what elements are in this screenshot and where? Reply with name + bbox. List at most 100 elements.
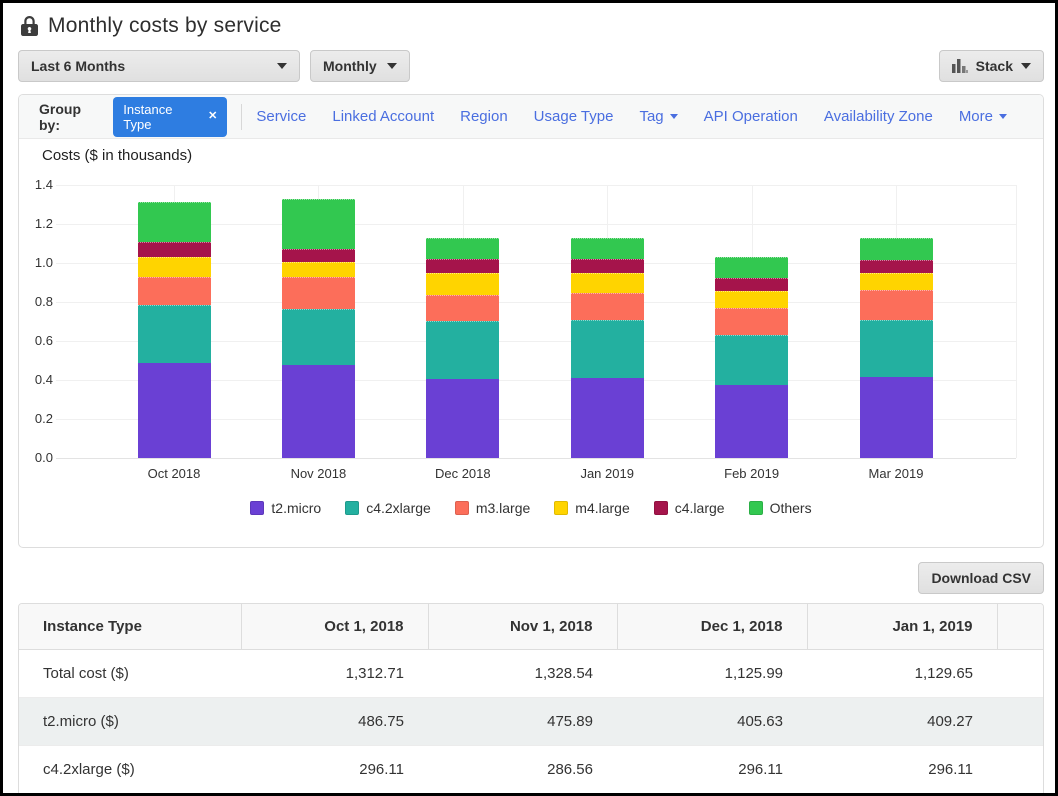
legend-swatch-icon xyxy=(250,501,264,515)
download-row: Download CSV xyxy=(18,562,1044,594)
bar-segment-m3-large xyxy=(426,295,499,321)
gridline xyxy=(1016,185,1017,458)
y-axis-tick-label: 0.6 xyxy=(19,333,53,348)
group-by-option-region[interactable]: Region xyxy=(460,108,508,125)
bar-segment-m4-large xyxy=(860,273,933,290)
y-axis-tick-label: 0.0 xyxy=(19,450,53,465)
bar-segment-others xyxy=(860,238,933,260)
active-filter-pill-instance-type[interactable]: Instance Type ✕ xyxy=(113,97,227,137)
group-by-option-label: More xyxy=(959,108,993,125)
legend-swatch-icon xyxy=(554,501,568,515)
stacked-bar-feb-2019 xyxy=(715,257,788,458)
group-by-option-label: Usage Type xyxy=(534,108,614,125)
bar-segment-m4-large xyxy=(282,262,355,277)
group-by-option-usage-type[interactable]: Usage Type xyxy=(534,108,614,125)
stacked-bar-dec-2018 xyxy=(426,238,499,458)
bar-segment-t2-micro xyxy=(426,379,499,458)
group-by-option-label: Region xyxy=(460,108,508,125)
cost-explorer-report: Monthly costs by service Last 6 Months M… xyxy=(0,0,1058,796)
bar-segment-m3-large xyxy=(282,277,355,310)
table-column-header: Instance Type xyxy=(19,604,241,649)
bar-segment-t2-micro xyxy=(571,378,644,458)
legend-item-others: Others xyxy=(749,500,812,516)
granularity-dropdown[interactable]: Monthly xyxy=(310,50,410,82)
chart-legend: t2.micro c4.2xlarge m3.large m4.large c4.lar… xyxy=(19,500,1043,516)
legend-label: c4.large xyxy=(675,500,725,516)
stacked-bar-chart-icon xyxy=(952,59,968,73)
table-row-t2-micro: t2.micro ($)486.75475.89405.63409.27 xyxy=(19,697,1044,745)
cost-value-cell: 409.27 xyxy=(807,697,997,745)
bar-segment-c4-2xlarge xyxy=(715,335,788,385)
cost-value-cell: 405.63 xyxy=(617,697,807,745)
cost-value-cell: 1,125.99 xyxy=(617,649,807,697)
group-by-option-label: Availability Zone xyxy=(824,108,933,125)
chevron-down-icon xyxy=(387,63,397,69)
legend-item-t2-micro: t2.micro xyxy=(250,500,321,516)
legend-swatch-icon xyxy=(749,501,763,515)
remove-filter-icon[interactable]: ✕ xyxy=(208,111,217,122)
bar-segment-m4-large xyxy=(571,273,644,293)
bar-segment-m3-large xyxy=(715,308,788,335)
y-axis-tick-label: 1.4 xyxy=(19,177,53,192)
date-range-label: Last 6 Months xyxy=(31,58,125,74)
cost-value-cell: 1,312.71 xyxy=(241,649,428,697)
y-axis-tick-label: 0.2 xyxy=(19,411,53,426)
date-range-dropdown[interactable]: Last 6 Months xyxy=(18,50,300,82)
cost-value-cell: 286.56 xyxy=(428,745,617,793)
group-by-options: Service Linked Account Region Usage Type Tag… xyxy=(256,108,1021,125)
chevron-down-icon xyxy=(670,114,678,119)
cost-value-cell: 486.75 xyxy=(241,697,428,745)
group-by-option-tag[interactable]: Tag xyxy=(639,108,677,125)
chevron-down-icon xyxy=(999,114,1007,119)
table-column-header: Jan 1, 2019 xyxy=(807,604,997,649)
y-axis-tick-label: 1.0 xyxy=(19,255,53,270)
cost-table-panel: Instance TypeOct 1, 2018Nov 1, 2018Dec 1… xyxy=(18,603,1044,796)
cost-value-cell: 296.11 xyxy=(241,745,428,793)
stacked-bar-mar-2019 xyxy=(860,238,933,458)
bar-segment-t2-micro xyxy=(138,363,211,458)
group-by-option-availability-zone[interactable]: Availability Zone xyxy=(824,108,933,125)
chart-style-dropdown[interactable]: Stack xyxy=(939,50,1044,82)
table-column-header: Oct 1, 2018 xyxy=(241,604,428,649)
legend-label: c4.2xlarge xyxy=(366,500,431,516)
bar-segment-c4-large xyxy=(138,242,211,257)
x-axis-tick-label: Jan 2019 xyxy=(547,466,667,481)
legend-swatch-icon xyxy=(345,501,359,515)
group-by-bar: Group by: Instance Type ✕ ServiceLinked … xyxy=(19,95,1043,139)
group-by-option-service[interactable]: Service xyxy=(256,108,306,125)
cost-value-cell: 296.11 xyxy=(617,745,807,793)
cost-value-cell: 1,328.54 xyxy=(428,649,617,697)
group-by-option-label: Linked Account xyxy=(332,108,434,125)
report-header: Monthly costs by service xyxy=(18,11,1044,41)
legend-label: t2.micro xyxy=(271,500,321,516)
cost-value-cell: 475.89 xyxy=(428,697,617,745)
stacked-bar-jan-2019 xyxy=(571,238,644,458)
group-by-option-api-operation[interactable]: API Operation xyxy=(704,108,798,125)
group-by-option-linked-account[interactable]: Linked Account xyxy=(332,108,434,125)
group-by-option-label: API Operation xyxy=(704,108,798,125)
x-axis-tick-label: Nov 2018 xyxy=(258,466,378,481)
bar-segment-m3-large xyxy=(571,293,644,320)
group-by-option-label: Tag xyxy=(639,108,663,125)
bar-segment-others xyxy=(426,238,499,259)
divider xyxy=(241,104,242,130)
legend-item-m3-large: m3.large xyxy=(455,500,530,516)
stacked-bar-nov-2018 xyxy=(282,199,355,458)
download-csv-button[interactable]: Download CSV xyxy=(918,562,1044,594)
row-label: Total cost ($) xyxy=(19,649,241,697)
table-row-total-cost: Total cost ($)1,312.711,328.541,125.991,… xyxy=(19,649,1044,697)
page-title: Monthly costs by service xyxy=(48,14,282,38)
x-axis-tick-label: Dec 2018 xyxy=(403,466,523,481)
cost-value-cell: 296.11 xyxy=(807,745,997,793)
group-by-option-more[interactable]: More xyxy=(959,108,1007,125)
gridline xyxy=(56,185,1016,186)
plot-area: Oct 2018Nov 2018Dec 2018Jan 2019Feb 2019… xyxy=(56,185,1016,458)
bar-segment-m3-large xyxy=(860,290,933,320)
bar-segment-m4-large xyxy=(426,273,499,295)
row-label: c4.2xlarge ($) xyxy=(19,745,241,793)
bar-segment-m3-large xyxy=(138,277,211,305)
table-header-row: Instance TypeOct 1, 2018Nov 1, 2018Dec 1… xyxy=(19,604,1044,649)
bar-segment-t2-micro xyxy=(715,385,788,458)
legend-label: m4.large xyxy=(575,500,629,516)
stacked-bar-oct-2018 xyxy=(138,202,211,458)
